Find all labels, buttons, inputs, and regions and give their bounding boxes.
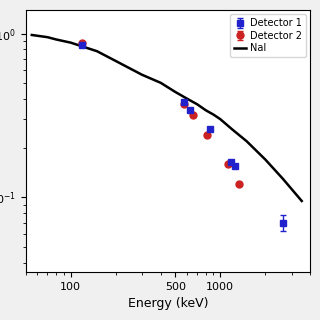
NaI bbox=[300, 199, 304, 203]
NaI bbox=[69, 41, 73, 44]
NaI bbox=[30, 33, 34, 37]
NaI bbox=[281, 177, 285, 180]
NaI bbox=[159, 81, 163, 85]
NaI bbox=[185, 97, 189, 100]
NaI bbox=[218, 117, 222, 121]
NaI bbox=[204, 108, 208, 112]
NaI bbox=[140, 73, 144, 77]
NaI bbox=[54, 37, 58, 41]
NaI bbox=[45, 35, 49, 39]
X-axis label: Energy (keV): Energy (keV) bbox=[128, 297, 208, 310]
NaI bbox=[212, 113, 215, 116]
NaI bbox=[245, 139, 249, 143]
NaI bbox=[263, 158, 267, 162]
NaI bbox=[95, 49, 99, 53]
Line: NaI: NaI bbox=[32, 35, 302, 201]
NaI bbox=[114, 59, 118, 63]
NaI bbox=[173, 90, 177, 94]
NaI bbox=[230, 127, 234, 131]
Legend: Detector 1, Detector 2, NaI: Detector 1, Detector 2, NaI bbox=[230, 14, 306, 57]
NaI bbox=[195, 102, 199, 106]
